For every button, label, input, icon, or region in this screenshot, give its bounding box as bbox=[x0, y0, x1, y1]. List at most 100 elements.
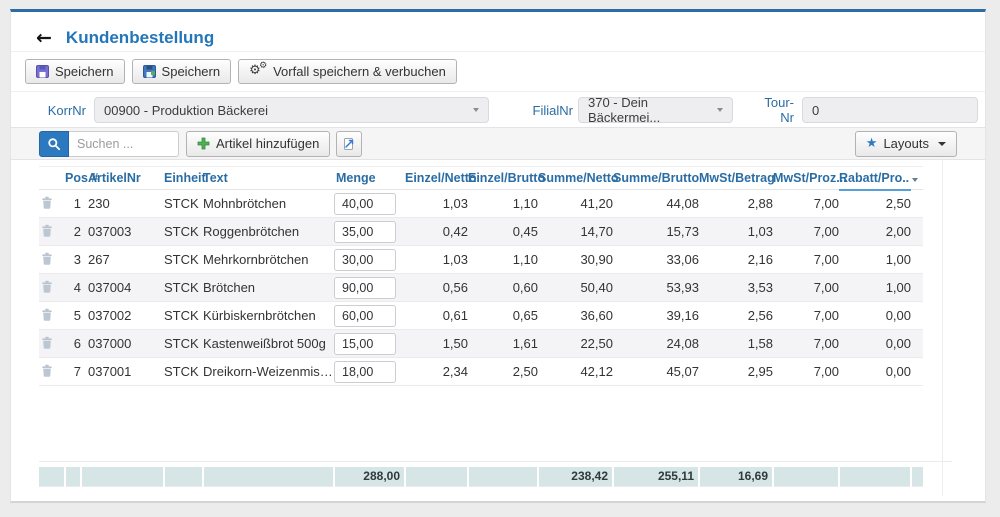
artikelnr-cell: 230 bbox=[81, 190, 164, 218]
filler-cell bbox=[911, 358, 923, 386]
delete-cell bbox=[39, 218, 65, 246]
text-cell: Brötchen bbox=[203, 274, 334, 302]
einheit-cell: STCK bbox=[164, 302, 203, 330]
col-header-artikelnr[interactable]: ArtikelNr bbox=[81, 167, 164, 190]
order-grid: Pos # ArtikelNr Einheit Text Menge Einze… bbox=[39, 166, 985, 487]
einheit-cell: STCK bbox=[164, 330, 203, 358]
plus-icon bbox=[197, 137, 210, 150]
totals-summe-brutto: 255,11 bbox=[613, 467, 699, 486]
kundenbestellung-panel: ← Kundenbestellung Speichern Speichern ⚙… bbox=[10, 9, 986, 503]
col-header-einzel-netto[interactable]: Einzel/Netto bbox=[405, 167, 468, 190]
search-button[interactable] bbox=[39, 131, 69, 157]
menge-input[interactable] bbox=[334, 221, 396, 243]
trash-icon[interactable] bbox=[41, 252, 53, 265]
artikelnr-cell: 037002 bbox=[81, 302, 164, 330]
summe-brutto-cell: 15,73 bbox=[613, 218, 699, 246]
col-header-einheit[interactable]: Einheit bbox=[164, 167, 203, 190]
totals-empty-cell bbox=[39, 467, 65, 486]
einzel-netto-cell: 0,42 bbox=[405, 218, 468, 246]
menge-cell bbox=[334, 218, 405, 246]
layouts-button[interactable]: ★ Layouts bbox=[855, 131, 957, 157]
mwst-betrag-cell: 1,58 bbox=[699, 330, 773, 358]
col-header-summe-brutto[interactable]: Summe/Brutto bbox=[613, 167, 699, 190]
einzel-netto-cell: 2,34 bbox=[405, 358, 468, 386]
pos-cell: 3 bbox=[65, 246, 81, 274]
trash-icon[interactable] bbox=[41, 224, 53, 237]
search-input[interactable] bbox=[69, 131, 179, 157]
menge-input[interactable] bbox=[334, 277, 396, 299]
menge-cell bbox=[334, 358, 405, 386]
tournr-field[interactable]: 0 bbox=[802, 97, 978, 123]
order-row: 2 037003 STCK Roggenbrötchen 0,42 0,45 1… bbox=[39, 218, 923, 246]
empty-grid-area bbox=[39, 386, 952, 462]
order-row: 1 230 STCK Mohnbrötchen 1,03 1,10 41,20 … bbox=[39, 190, 923, 218]
filler-cell bbox=[911, 190, 923, 218]
summe-netto-cell: 30,90 bbox=[538, 246, 613, 274]
back-arrow-icon[interactable]: ← bbox=[36, 29, 52, 48]
einheit-cell: STCK bbox=[164, 190, 203, 218]
trash-icon[interactable] bbox=[41, 336, 53, 349]
trash-icon[interactable] bbox=[41, 308, 53, 321]
menge-cell bbox=[334, 330, 405, 358]
menge-input[interactable] bbox=[334, 305, 396, 327]
order-row: 4 037004 STCK Brötchen 0,56 0,60 50,40 5… bbox=[39, 274, 923, 302]
col-header-mwst-proz[interactable]: MwSt/Proz... bbox=[773, 167, 839, 190]
trash-icon[interactable] bbox=[41, 364, 53, 377]
summe-netto-cell: 42,12 bbox=[538, 358, 613, 386]
einzel-brutto-cell: 0,45 bbox=[468, 218, 538, 246]
sort-filter-icon[interactable] bbox=[912, 178, 918, 182]
page-title: Kundenbestellung bbox=[66, 28, 214, 48]
artikelnr-cell: 267 bbox=[81, 246, 164, 274]
save-and-post-button[interactable]: ⚙⚙ Vorfall speichern & verbuchen bbox=[238, 59, 457, 84]
col-header-rabatt-proz[interactable]: Rabatt/Pro.. bbox=[839, 167, 911, 190]
trash-icon[interactable] bbox=[41, 196, 53, 209]
menge-input[interactable] bbox=[334, 333, 396, 355]
trash-icon[interactable] bbox=[41, 280, 53, 293]
mwst-betrag-cell: 2,56 bbox=[699, 302, 773, 330]
summe-brutto-cell: 44,08 bbox=[613, 190, 699, 218]
col-header-einzel-brutto[interactable]: Einzel/Brutto bbox=[468, 167, 538, 190]
mwst-proz-cell: 7,00 bbox=[773, 190, 839, 218]
col-header-pos[interactable]: Pos # bbox=[65, 167, 81, 190]
filialnr-select[interactable]: 370 - Dein Bäckermei... bbox=[578, 97, 733, 123]
summe-netto-cell: 50,40 bbox=[538, 274, 613, 302]
add-article-button[interactable]: Artikel hinzufügen bbox=[186, 131, 330, 157]
delete-cell bbox=[39, 190, 65, 218]
pos-cell: 6 bbox=[65, 330, 81, 358]
totals-empty-cell bbox=[203, 467, 334, 486]
einzel-netto-cell: 1,03 bbox=[405, 246, 468, 274]
action-button-row: Speichern Speichern ⚙⚙ Vorfall speichern… bbox=[25, 59, 985, 84]
col-header-summe-netto[interactable]: Summe/Netto bbox=[538, 167, 613, 190]
chevron-down-icon bbox=[717, 108, 723, 112]
mwst-proz-cell: 7,00 bbox=[773, 246, 839, 274]
totals-menge: 288,00 bbox=[334, 467, 405, 486]
menge-input[interactable] bbox=[334, 361, 396, 383]
einheit-cell: STCK bbox=[164, 246, 203, 274]
menge-cell bbox=[334, 302, 405, 330]
header-row: Pos # ArtikelNr Einheit Text Menge Einze… bbox=[39, 167, 923, 190]
totals-empty-cell bbox=[839, 467, 911, 486]
menge-input[interactable] bbox=[334, 193, 396, 215]
import-article-button[interactable] bbox=[336, 131, 362, 157]
grid-right-border bbox=[942, 159, 943, 496]
grid-toolbar: Artikel hinzufügen ★ Layouts bbox=[11, 127, 985, 160]
save-button[interactable]: Speichern bbox=[25, 59, 125, 84]
totals-empty-cell bbox=[81, 467, 164, 486]
col-header-text[interactable]: Text bbox=[203, 167, 334, 190]
menge-input[interactable] bbox=[334, 249, 396, 271]
text-cell: Dreikorn-Weizenmisch... bbox=[203, 358, 334, 386]
col-header-menge[interactable]: Menge bbox=[334, 167, 405, 190]
summe-netto-cell: 36,60 bbox=[538, 302, 613, 330]
chevron-down-icon bbox=[473, 108, 479, 112]
delete-cell bbox=[39, 246, 65, 274]
menge-cell bbox=[334, 246, 405, 274]
save-alt-button[interactable]: Speichern bbox=[132, 59, 232, 84]
order-row: 3 267 STCK Mehrkornbrötchen 1,03 1,10 30… bbox=[39, 246, 923, 274]
korrnr-label: KorrNr bbox=[25, 103, 86, 118]
rabatt-cell: 0,00 bbox=[839, 302, 911, 330]
korrnr-select[interactable]: 00900 - Produktion Bäckerei bbox=[94, 97, 489, 123]
summe-brutto-cell: 53,93 bbox=[613, 274, 699, 302]
artikelnr-cell: 037004 bbox=[81, 274, 164, 302]
einzel-netto-cell: 1,03 bbox=[405, 190, 468, 218]
col-header-mwst-betrag[interactable]: MwSt/Betrag bbox=[699, 167, 773, 190]
